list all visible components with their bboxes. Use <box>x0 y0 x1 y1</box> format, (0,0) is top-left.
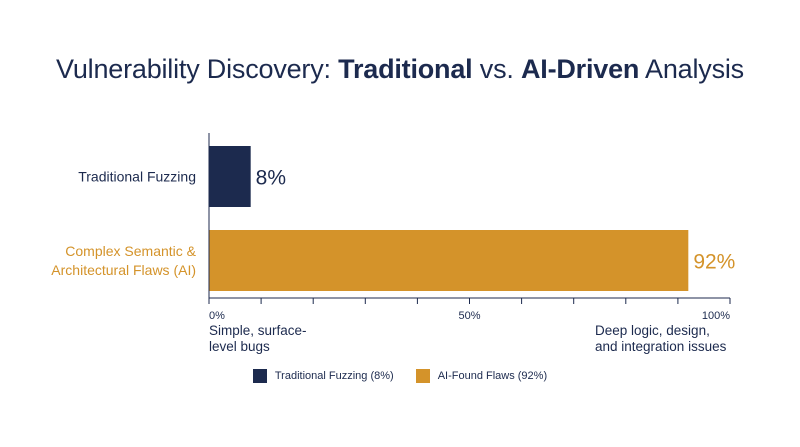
legend-item-ai: AI-Found Flaws (92%) <box>415 369 548 383</box>
value-label-0: 8% <box>256 167 286 190</box>
legend-swatch-traditional <box>252 369 267 383</box>
value-label-1: 92% <box>693 251 735 274</box>
legend-item-traditional: Traditional Fuzzing (8%) <box>252 369 394 383</box>
bar-1 <box>209 230 689 291</box>
category-label-0-line-0: Traditional Fuzzing <box>78 169 196 185</box>
bar-0 <box>209 146 251 207</box>
legend-label-traditional: Traditional Fuzzing (8%) <box>274 370 394 382</box>
title-part-2: Traditional <box>338 54 473 84</box>
axis-note-right-line-1: Deep logic, design, <box>595 323 710 338</box>
title-part-3: vs. <box>472 54 521 84</box>
x-tick-label-50: 50% <box>458 310 480 322</box>
x-tick-label-100: 100% <box>702 310 730 322</box>
axis-note-right-line-2: and integration issues <box>595 339 727 354</box>
chart-title: Vulnerability Discovery: Traditional vs.… <box>0 54 800 85</box>
legend-label-ai: AI-Found Flaws (92%) <box>437 370 548 382</box>
axis-note-left-line-1: Simple, surface- <box>209 323 307 338</box>
legend-swatch-ai <box>415 369 430 383</box>
legend: Traditional Fuzzing (8%) AI-Found Flaws … <box>0 369 800 383</box>
category-label-1-line-0: Complex Semantic & <box>65 243 196 259</box>
title-part-1: Vulnerability Discovery: <box>56 54 339 84</box>
axis-note-left-line-2: level bugs <box>209 339 270 354</box>
axis-note-right: Deep logic, design, and integration issu… <box>595 323 726 355</box>
x-tick-label-0: 0% <box>209 310 225 322</box>
title-part-5: Analysis <box>639 54 744 84</box>
title-part-4: AI-Driven <box>520 54 640 84</box>
axis-note-left: Simple, surface- level bugs <box>209 323 307 355</box>
category-label-1-line-1: Architectural Flaws (AI) <box>51 262 196 278</box>
